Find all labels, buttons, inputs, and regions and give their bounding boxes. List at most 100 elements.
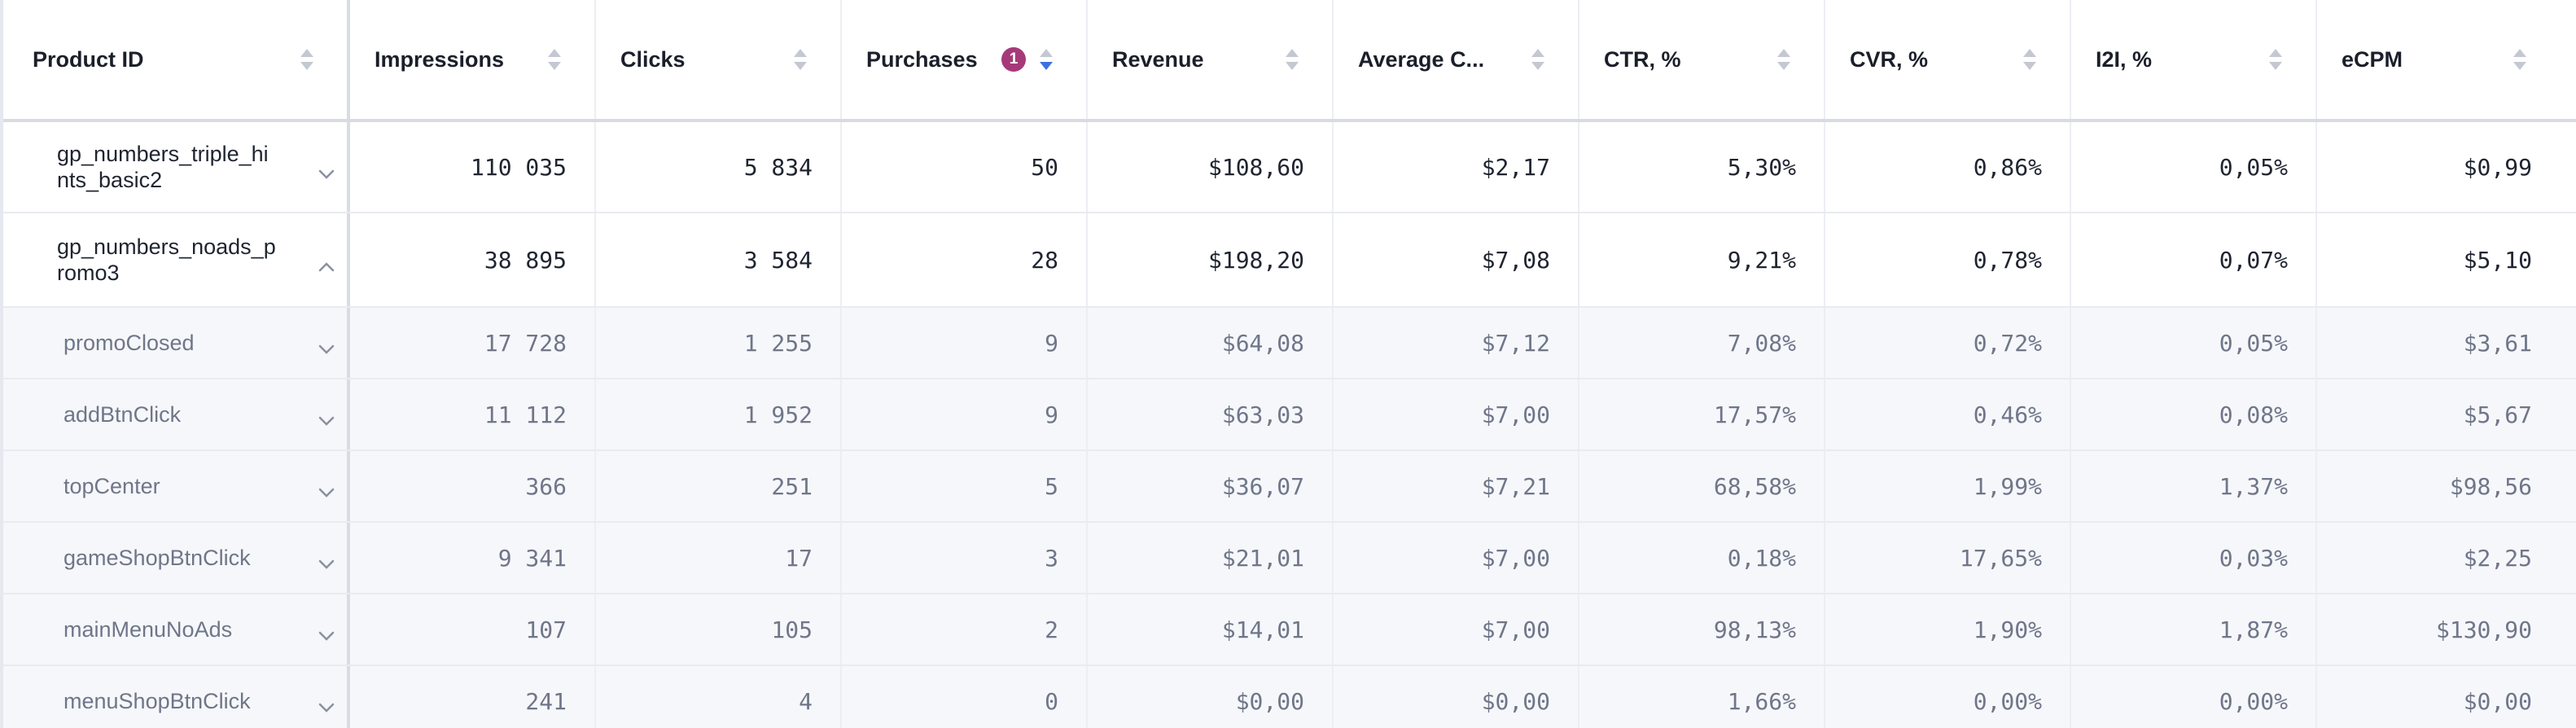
average-check-cell: $7,12 — [1334, 308, 1579, 378]
placement-cell: addBtnClick — [3, 379, 350, 450]
i2i-cell: 0,07% — [2071, 213, 2317, 306]
column-header-purchases[interactable]: Purchases 1 — [842, 0, 1088, 119]
chevron-down-icon[interactable] — [318, 551, 335, 569]
column-header-clicks[interactable]: Clicks — [596, 0, 842, 119]
sort-icon[interactable] — [300, 47, 314, 72]
impressions-cell: 17 728 — [350, 308, 596, 378]
ecpm-cell: $98,56 — [2449, 472, 2532, 500]
purchases-cell: 3 — [842, 523, 1088, 593]
sub-row[interactable]: mainMenuNoAds 107 105 2 $14,01 $7,00 98,… — [3, 594, 2576, 666]
clicks-cell: 4 — [596, 666, 842, 728]
cvr-cell: 0,78% — [1825, 213, 2071, 306]
impressions-cell: 11 112 — [350, 379, 596, 450]
revenue-cell: $63,03 — [1088, 379, 1334, 450]
column-header-ecpm[interactable]: eCPM — [2317, 0, 2560, 119]
column-label: Revenue — [1112, 46, 1204, 72]
ctr-cell: 1,66% — [1579, 666, 1825, 728]
chevron-down-icon[interactable] — [318, 623, 335, 641]
column-header-average-check[interactable]: Average C... — [1334, 0, 1579, 119]
placement-name: promoClosed — [64, 330, 195, 355]
purchases-cell: 0 — [842, 666, 1088, 728]
placement-name: mainMenuNoAds — [64, 616, 233, 642]
purchases-cell: 50 — [842, 122, 1088, 212]
column-label: Impressions — [375, 46, 505, 72]
ecpm-cell: $2,25 — [2463, 544, 2532, 572]
sub-row[interactable]: promoClosed 17 728 1 255 9 $64,08 $7,12 … — [3, 308, 2576, 379]
sort-icon[interactable] — [1531, 47, 1545, 72]
ecpm-cell: $3,61 — [2463, 329, 2532, 357]
product-id-cell: gp_numbers_noads_p romo3 — [3, 213, 350, 306]
ctr-cell: 0,18% — [1579, 523, 1825, 593]
table-header: Product ID Impressions Clicks Purchases … — [3, 0, 2576, 122]
placement-cell: topCenter — [3, 451, 350, 521]
ecpm-cell: $130,90 — [2435, 616, 2532, 643]
column-label: Clicks — [620, 46, 686, 72]
clicks-cell: 3 584 — [596, 213, 842, 306]
sort-icon[interactable] — [1776, 47, 1791, 72]
average-check-cell: $0,00 — [1334, 666, 1579, 728]
placement-name: topCenter — [64, 473, 160, 498]
column-label: I2I, % — [2096, 46, 2153, 72]
i2i-cell: 0,05% — [2071, 122, 2317, 212]
table-row[interactable]: gp_numbers_triple_hi nts_basic2 110 035 5… — [3, 122, 2576, 213]
ecpm-cell: $5,67 — [2463, 401, 2532, 428]
clicks-cell: 5 834 — [596, 122, 842, 212]
table-row[interactable]: gp_numbers_noads_p romo3 38 895 3 584 28 … — [3, 213, 2576, 308]
product-id-cell: gp_numbers_triple_hi nts_basic2 — [3, 122, 350, 212]
chevron-down-icon[interactable] — [318, 695, 335, 713]
i2i-cell: 0,03% — [2071, 523, 2317, 593]
sort-icon[interactable] — [1285, 47, 1299, 72]
sort-icon[interactable] — [547, 47, 562, 72]
placement-name: addBtnClick — [64, 401, 182, 427]
sort-icon[interactable] — [2512, 47, 2527, 72]
ctr-cell: 98,13% — [1579, 594, 1825, 664]
chevron-down-icon[interactable] — [318, 480, 335, 498]
column-header-impressions[interactable]: Impressions — [350, 0, 596, 119]
column-header-revenue[interactable]: Revenue — [1088, 0, 1334, 119]
placement-cell: gameShopBtnClick — [3, 523, 350, 593]
chevron-down-icon[interactable] — [318, 336, 335, 354]
sort-icon[interactable] — [2022, 47, 2037, 72]
placement-cell: promoClosed — [3, 308, 350, 378]
average-check-cell: $7,21 — [1334, 451, 1579, 521]
column-header-ctr[interactable]: CTR, % — [1579, 0, 1825, 119]
column-label: Purchases — [866, 46, 978, 72]
revenue-cell: $64,08 — [1088, 308, 1334, 378]
sub-row[interactable]: topCenter 366 251 5 $36,07 $7,21 68,58% … — [3, 451, 2576, 523]
impressions-cell: 38 895 — [350, 213, 596, 306]
ctr-cell: 9,21% — [1579, 213, 1825, 306]
average-check-cell: $7,00 — [1334, 523, 1579, 593]
column-header-i2i[interactable]: I2I, % — [2071, 0, 2317, 119]
revenue-cell: $14,01 — [1088, 594, 1334, 664]
cvr-cell: 1,90% — [1825, 594, 2071, 664]
chevron-down-icon[interactable] — [318, 408, 335, 426]
placement-name: menuShopBtnClick — [64, 688, 251, 713]
clicks-cell: 105 — [596, 594, 842, 664]
cvr-cell: 0,46% — [1825, 379, 2071, 450]
sub-row[interactable]: gameShopBtnClick 9 341 17 3 $21,01 $7,00… — [3, 523, 2576, 594]
sort-order-badge: 1 — [1001, 47, 1026, 72]
cvr-cell: 1,99% — [1825, 451, 2071, 521]
sub-row[interactable]: menuShopBtnClick 241 4 0 $0,00 $0,00 1,6… — [3, 666, 2576, 728]
placement-cell: mainMenuNoAds — [3, 594, 350, 664]
impressions-cell: 366 — [350, 451, 596, 521]
ecpm-cell: $0,00 — [2463, 687, 2532, 715]
ctr-cell: 5,30% — [1579, 122, 1825, 212]
product-id: gp_numbers_triple_hi nts_basic2 — [57, 142, 269, 192]
purchases-cell: 28 — [842, 213, 1088, 306]
column-header-cvr[interactable]: CVR, % — [1825, 0, 2071, 119]
chevron-up-icon[interactable] — [318, 253, 335, 272]
column-header-product-id[interactable]: Product ID — [3, 0, 350, 119]
sort-icon[interactable] — [2268, 47, 2283, 72]
chevron-down-icon[interactable] — [318, 160, 335, 179]
placement-cell: menuShopBtnClick — [3, 666, 350, 728]
column-label: CVR, % — [1850, 46, 1929, 72]
impressions-cell: 241 — [350, 666, 596, 728]
clicks-cell: 17 — [596, 523, 842, 593]
sub-row[interactable]: addBtnClick 11 112 1 952 9 $63,03 $7,00 … — [3, 379, 2576, 451]
ctr-cell: 68,58% — [1579, 451, 1825, 521]
column-label: Average C... — [1358, 46, 1485, 72]
sort-icon[interactable] — [793, 47, 808, 72]
sort-desc-icon[interactable] — [1039, 47, 1054, 72]
